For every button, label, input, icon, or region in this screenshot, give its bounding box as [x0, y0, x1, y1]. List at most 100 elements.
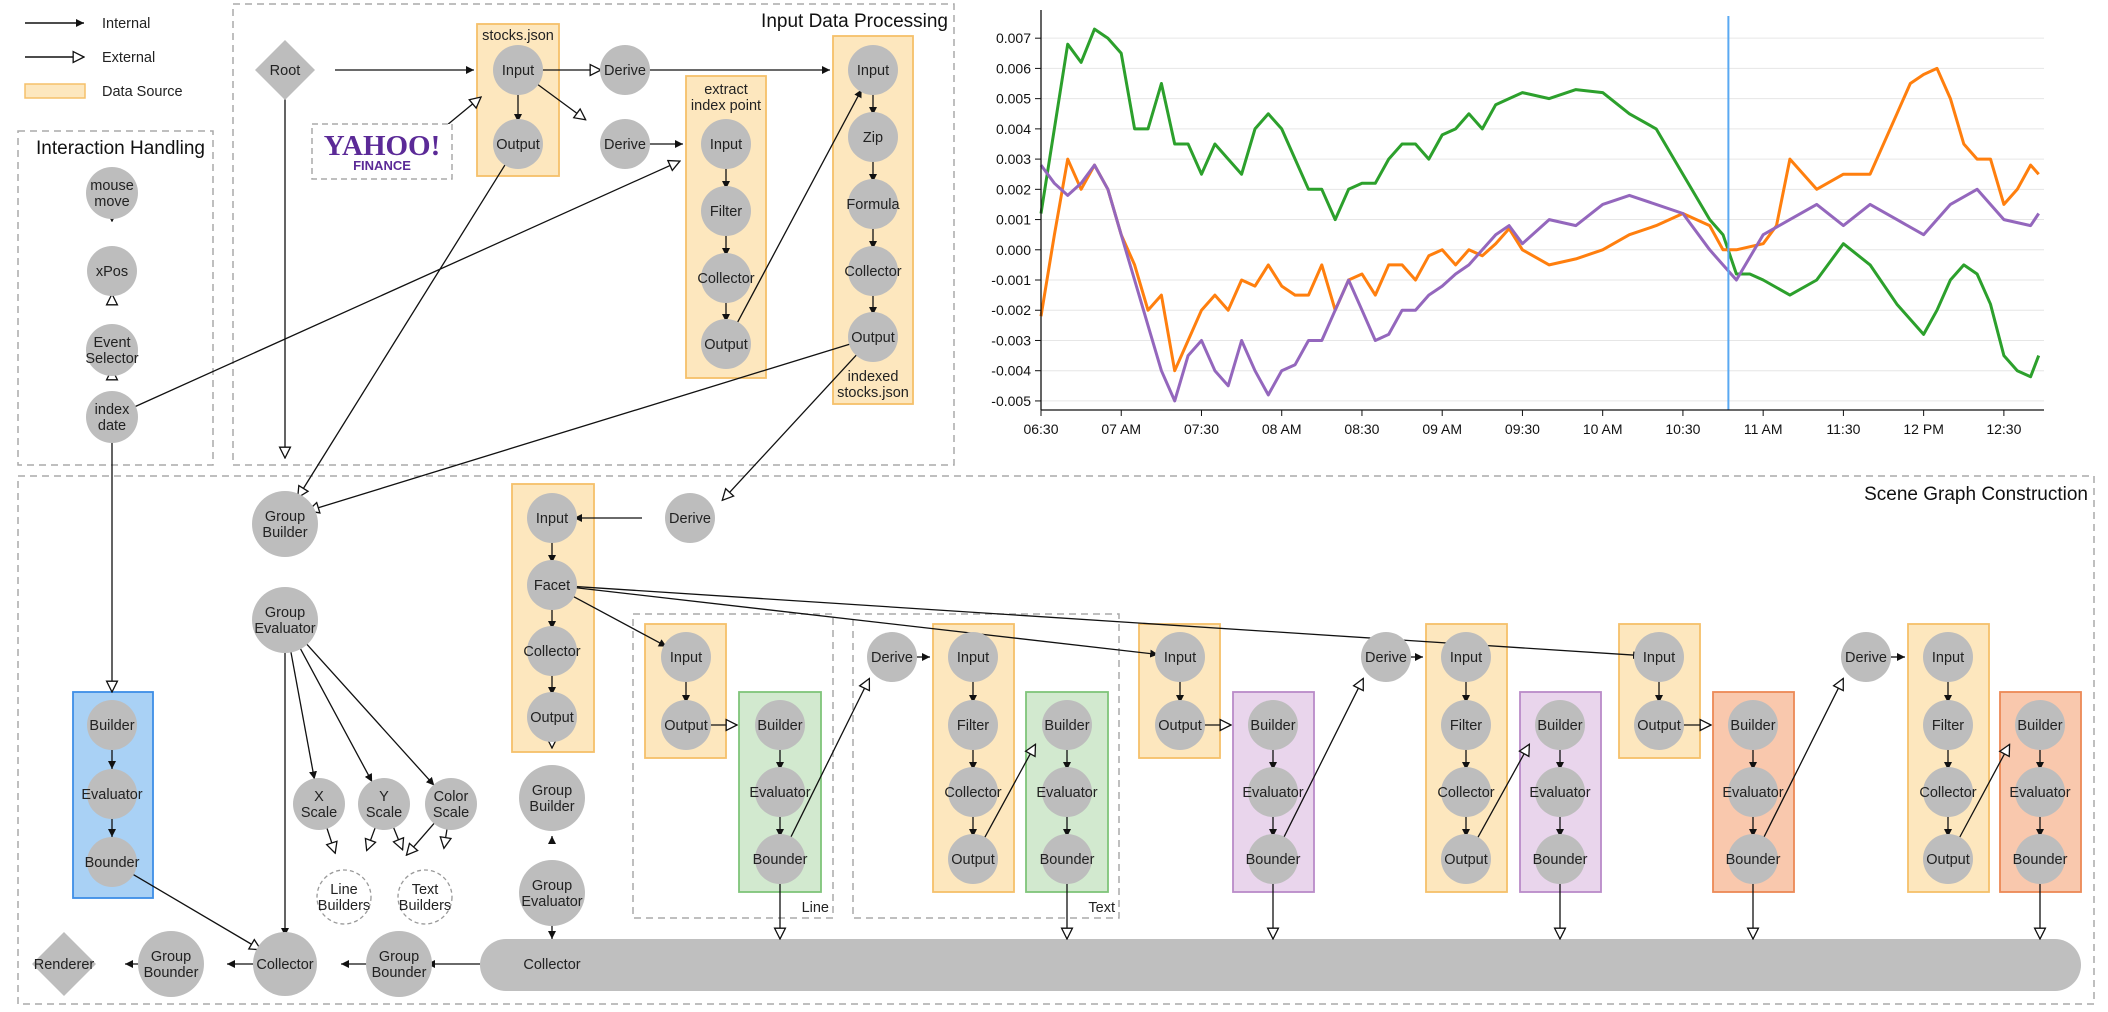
text-group-label: Text [1088, 900, 1115, 916]
node-s6-input-label: Input [1932, 650, 1964, 666]
node-blue-evaluator [87, 769, 137, 819]
node-index-date [86, 391, 138, 443]
node-event-selector [86, 324, 138, 376]
node-indexed-output-label: Output [851, 330, 895, 346]
node-facet-collector-label: Collector [523, 644, 580, 660]
node-text-output-label: Output [951, 852, 995, 868]
arrow-xscale-line [327, 827, 335, 854]
node-group-evaluator-2-label-1: Evaluator [521, 894, 582, 910]
node-group-builder-label-1: Builder [262, 525, 307, 541]
extract-label-1: index point [691, 98, 761, 114]
interaction-panel-title: Interaction Handling [36, 138, 205, 159]
node-s6-evaluator-label: Evaluator [2009, 785, 2070, 801]
chart-series-layer [1039, 16, 2041, 410]
series-line-3 [1039, 163, 2040, 403]
node-blue-builder [87, 700, 137, 750]
arrow-output3-derive [722, 352, 859, 500]
arrow-yscale-text [393, 826, 402, 850]
x-tick-label: 09:30 [1505, 421, 1540, 437]
node-line-bounder [755, 834, 805, 884]
legend-internal-label: Internal [102, 16, 150, 32]
scene-panel-title: Scene Graph Construction [1864, 484, 2088, 505]
node-s6-input [1923, 632, 1973, 682]
stock-chart: 0.007 0.006 0.005 0.004 0.003 0.002 0.001 0.000… [991, 10, 2044, 437]
node-line-input [661, 632, 711, 682]
node-extract-filter-label: Filter [710, 204, 742, 220]
x-tick-label: 11:30 [1826, 421, 1860, 437]
node-collector [253, 932, 317, 996]
node-facet-label: Facet [534, 578, 570, 594]
node-zip-label: Zip [863, 130, 883, 146]
y-tick-label: 0.006 [996, 60, 1031, 76]
node-text-derive [867, 632, 917, 682]
node-s3-evaluator-label: Evaluator [1242, 785, 1303, 801]
node-s4-input [1441, 632, 1491, 682]
node-group-bounder-2 [138, 931, 204, 997]
chart-axes: 0.007 0.006 0.005 0.004 0.003 0.002 0.001 0.000… [991, 10, 2044, 437]
node-color-scale-label-1: Scale [433, 805, 469, 821]
node-x-scale-label-0: X [314, 789, 324, 805]
node-group-builder [252, 491, 318, 557]
node-x-scale [293, 778, 345, 830]
node-s3-bounder-label: Bounder [1246, 852, 1301, 868]
node-s6-collector [1923, 767, 1973, 817]
node-y-scale-label-1: Scale [366, 805, 402, 821]
y-tick-label: -0.003 [991, 332, 1031, 348]
node-s5-input-label: Input [1643, 650, 1675, 666]
node-group-evaluator-label-0: Group [265, 605, 305, 621]
x-tick-label: 06:30 [1023, 421, 1058, 437]
arrow-input-derive2 [535, 82, 586, 120]
node-line-input-label: Input [670, 650, 702, 666]
node-facet-collector [527, 626, 577, 676]
node-group-bounder [366, 931, 432, 997]
y-tick-label: 0.002 [996, 181, 1031, 197]
y-tick-label: -0.002 [991, 302, 1031, 318]
node-text-builder [1042, 700, 1092, 750]
node-renderer-label: Renderer [34, 957, 95, 973]
interaction-panel [17, 130, 214, 466]
node-s3-output-label: Output [1158, 718, 1202, 734]
node-text-bounder [1042, 834, 1092, 884]
input-panel [232, 3, 955, 466]
node-s6-builder-label: Builder [2017, 718, 2062, 734]
node-mouse-move-label-0: mouse [90, 178, 134, 194]
node-s4-bounder-label: Bounder [1533, 852, 1588, 868]
node-text-builders-label-0: Text [412, 882, 439, 898]
node-s6-evaluator [2015, 767, 2065, 817]
arrow-s5-bounder-derive [1762, 678, 1843, 840]
node-text-collector-label: Collector [944, 785, 1001, 801]
x-tick-label: 07 AM [1101, 421, 1141, 437]
y-tick-label: -0.005 [991, 393, 1031, 409]
node-s5-bounder-label: Bounder [1726, 852, 1781, 868]
node-root-label: Root [270, 63, 301, 79]
node-group-bounder-2-label-1: Bounder [144, 965, 199, 981]
node-group-builder-label-0: Group [265, 509, 305, 525]
node-facet [527, 560, 577, 610]
node-facet-output [527, 692, 577, 742]
arrow-ge-xscale [289, 647, 317, 780]
node-line-evaluator [755, 767, 805, 817]
node-indexed-input [848, 45, 898, 95]
arrow-extract-output-input3 [735, 89, 863, 325]
node-s4-evaluator-label: Evaluator [1529, 785, 1590, 801]
node-s6-collector-label: Collector [1919, 785, 1976, 801]
node-facet-input [527, 493, 577, 543]
node-indexed-input-label: Input [857, 63, 889, 79]
node-facet-output-label: Output [530, 710, 574, 726]
node-text-evaluator [1042, 767, 1092, 817]
node-line-builder-label: Builder [757, 718, 802, 734]
node-line-builders [316, 869, 372, 925]
arrow-yscale-line [367, 827, 376, 850]
node-text-collector [948, 767, 998, 817]
node-extract-output [701, 319, 751, 369]
series-line-1 [1039, 27, 2041, 379]
node-s6-bounder-label: Bounder [2013, 852, 2068, 868]
node-facet-input-label: Input [536, 511, 568, 527]
node-s4-collector-label: Collector [1437, 785, 1494, 801]
node-s4-input-label: Input [1450, 650, 1482, 666]
arrow-facet-series3 [573, 586, 1159, 658]
node-group-evaluator-2 [519, 860, 585, 926]
node-xpos [87, 246, 137, 296]
node-group-evaluator [252, 587, 318, 653]
